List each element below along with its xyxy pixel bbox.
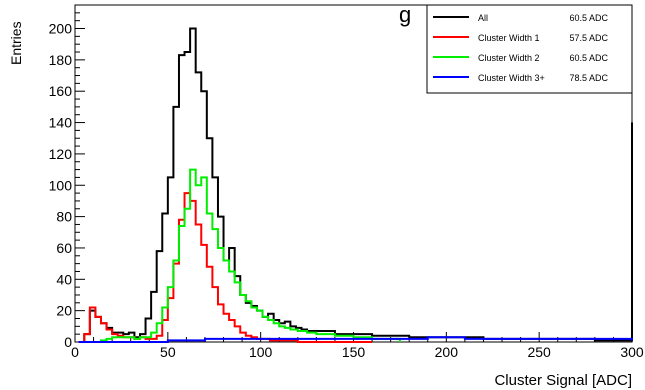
y-tick-label: 0 — [64, 334, 72, 350]
y-tick-label: 140 — [49, 115, 73, 131]
y-tick-label: 160 — [49, 83, 73, 99]
legend-series-name: Cluster Width 3+ — [478, 73, 545, 83]
y-tick-label: 20 — [56, 303, 72, 319]
y-tick-label: 180 — [49, 52, 73, 68]
series-line-0 — [78, 27, 633, 343]
legend-mean-value: 78.5 ADC — [569, 73, 608, 83]
legend-series-name: Cluster Width 2 — [478, 53, 540, 63]
series-line-3 — [78, 336, 633, 343]
x-tick-label: 100 — [249, 344, 273, 360]
y-axis-label: Entries — [8, 21, 24, 65]
legend: All 60.5 ADC Cluster Width 1 57.5 ADC Cluste… — [426, 4, 633, 94]
y-tick-label: 200 — [49, 21, 73, 37]
series-line-1 — [78, 192, 373, 343]
plot-area: 0 50 100 150 200 250 300 0 20 40 60 80 100 120 140 160 1… — [49, 4, 644, 360]
y-tick-label: 100 — [49, 177, 73, 193]
legend-series-name: All — [478, 13, 488, 23]
legend-series-name: Cluster Width 1 — [478, 33, 540, 43]
legend-box — [426, 4, 633, 94]
legend-mean-value: 60.5 ADC — [569, 53, 608, 63]
y-tick-label: 60 — [56, 240, 72, 256]
title-fragment: g — [399, 2, 411, 27]
x-tick-label: 300 — [620, 344, 644, 360]
y-tick-label: 120 — [49, 146, 73, 162]
y-tick-label: 40 — [56, 271, 72, 287]
x-tick-label: 250 — [527, 344, 551, 360]
x-tick-label: 0 — [71, 344, 79, 360]
x-tick-label: 150 — [342, 344, 366, 360]
series-line-2 — [93, 168, 401, 343]
x-tick-label: 50 — [160, 344, 176, 360]
legend-mean-value: 60.5 ADC — [569, 13, 608, 23]
x-tick-label: 200 — [435, 344, 459, 360]
x-axis-label: Cluster Signal [ADC] — [494, 372, 632, 389]
y-tick-label: 80 — [56, 209, 72, 225]
legend-mean-value: 57.5 ADC — [569, 33, 608, 43]
